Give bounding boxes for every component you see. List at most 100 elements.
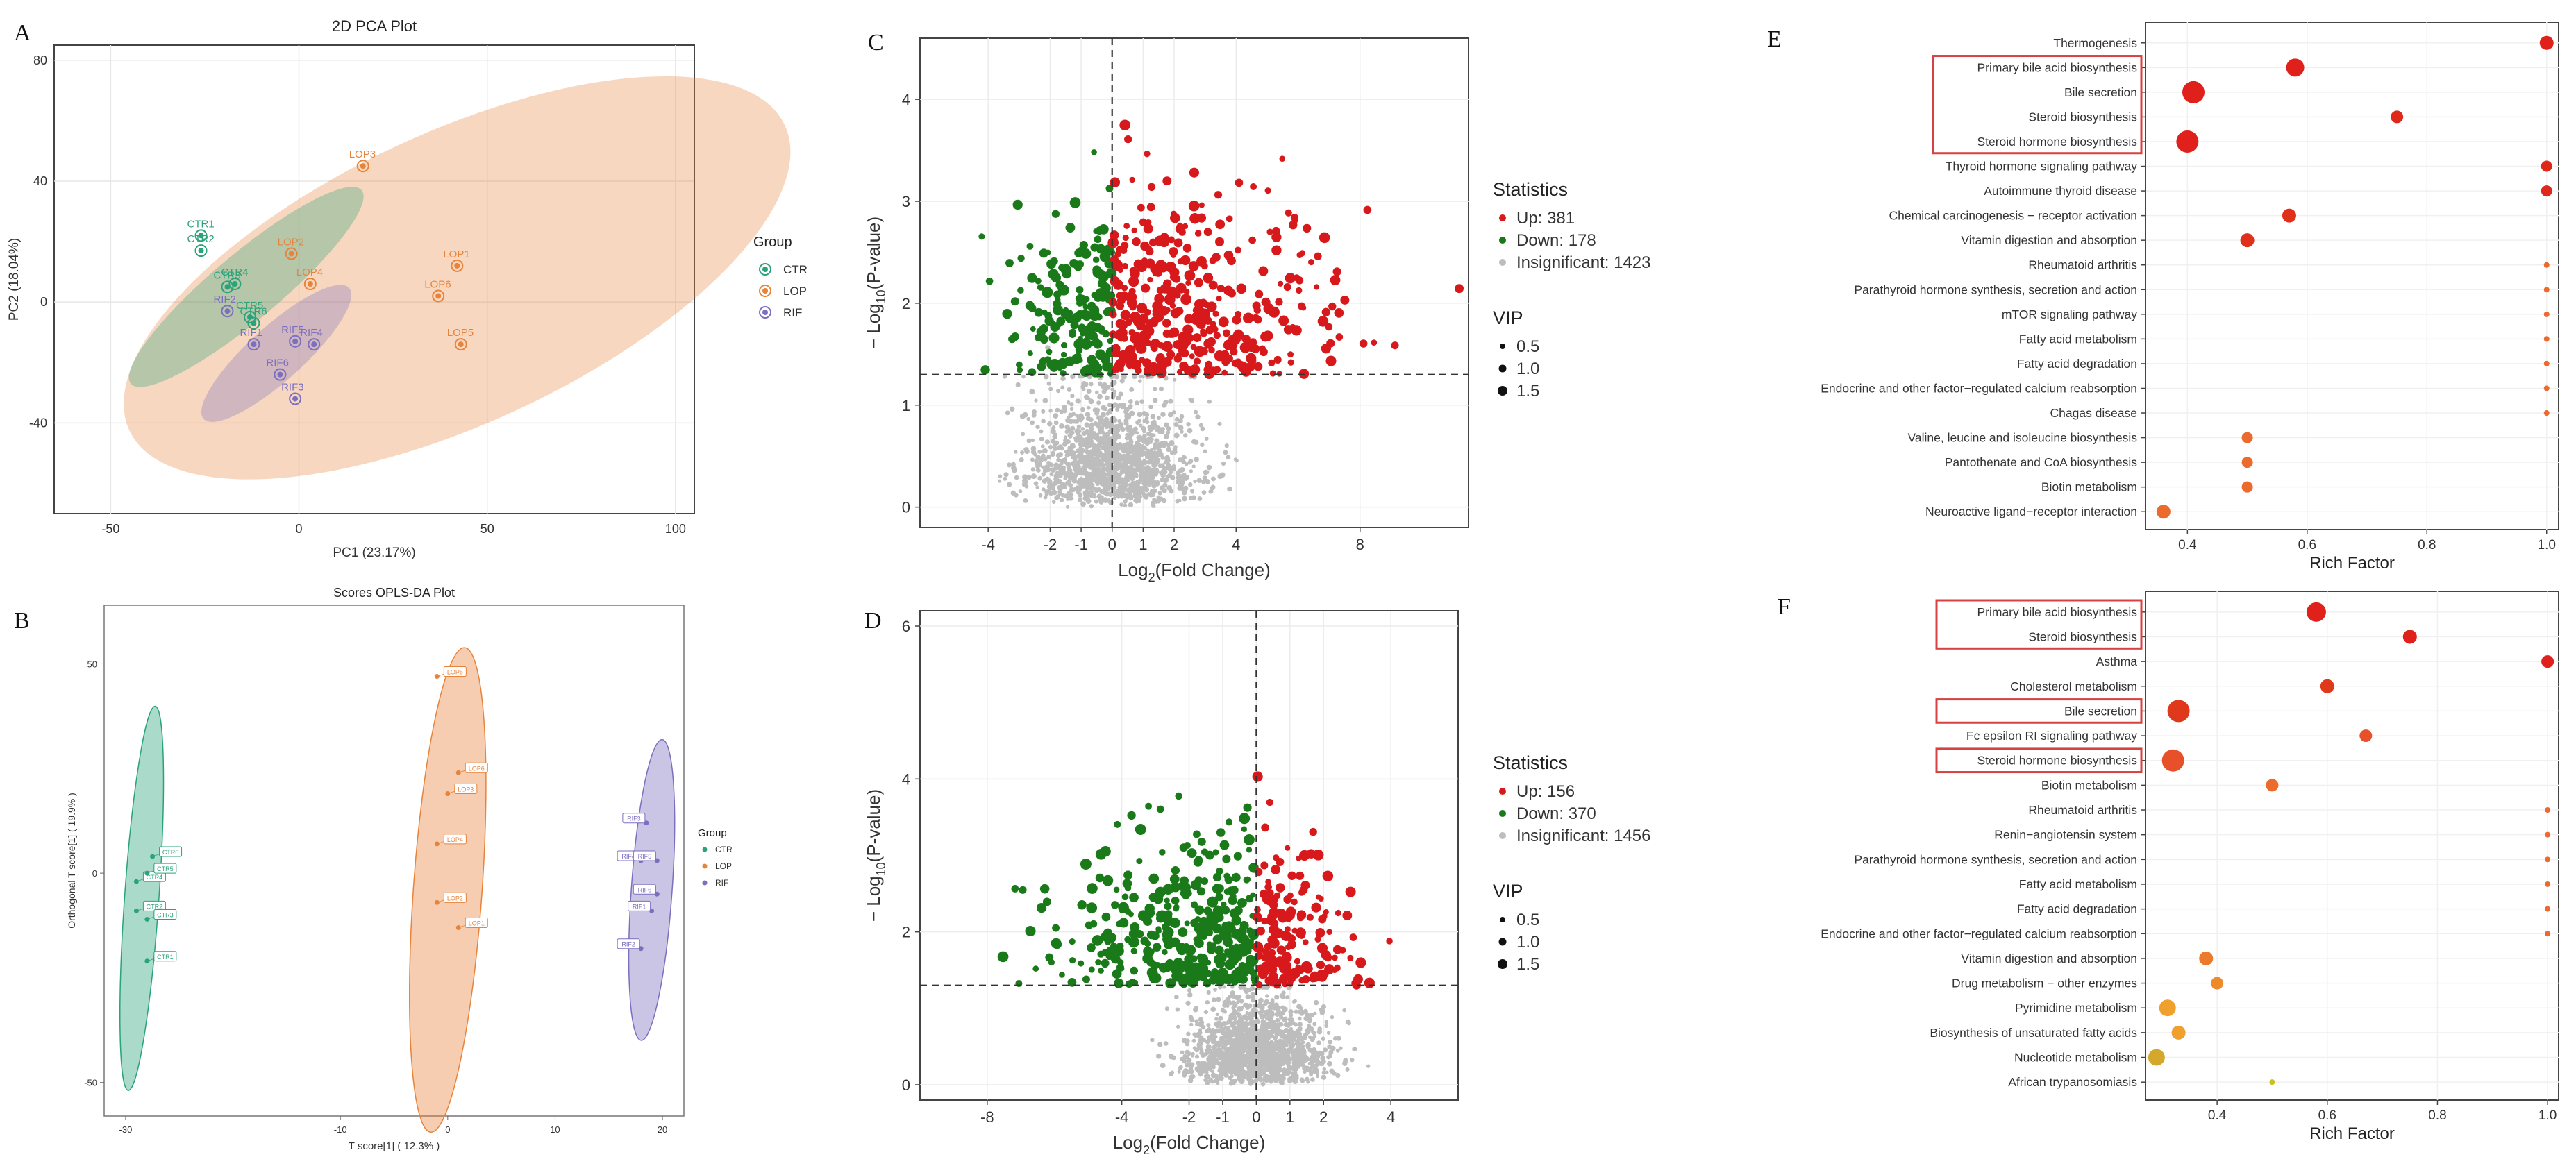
pathway-bubble [2543, 360, 2550, 366]
volcano-point [1150, 263, 1160, 274]
volcano-point [1058, 468, 1064, 473]
volcano-point [1250, 1035, 1255, 1040]
volcano-point [1203, 339, 1214, 349]
volcano-point [1173, 432, 1180, 439]
volcano-point [1296, 855, 1302, 861]
pathway-label: Valine, leucine and isoleucine biosynthe… [1908, 431, 2138, 445]
volcano-point [1035, 455, 1041, 460]
volcano-point [1304, 1031, 1309, 1036]
volcano-point [1316, 1040, 1321, 1045]
volcano-point [1322, 1067, 1327, 1072]
volcano-point [1069, 496, 1074, 501]
pca-point-core [232, 281, 238, 287]
volcano-point [1131, 979, 1139, 986]
volcano-point [1184, 920, 1190, 927]
volcano-point [1155, 470, 1160, 474]
pca-point [289, 392, 302, 405]
volcano-point [1041, 472, 1046, 477]
volcano-point [1141, 257, 1148, 265]
volcano-point [1273, 1039, 1279, 1045]
volcano-point [1042, 287, 1053, 298]
volcano-point [1103, 498, 1108, 503]
volcano-point [1069, 259, 1078, 268]
volcano-point [1232, 949, 1240, 958]
label-box [633, 884, 656, 895]
volcano-point [1159, 441, 1164, 446]
volcano-point [1327, 1044, 1332, 1049]
vip-legend-title: VIP [1493, 881, 1523, 902]
volcano-point [1102, 874, 1114, 886]
pathway-label: Renin−angiotensin system [1994, 828, 2137, 842]
volcano-point [1087, 301, 1096, 310]
volcano-point [1239, 1046, 1244, 1051]
volcano-point [1039, 335, 1048, 344]
volcano-point [1150, 421, 1155, 425]
volcano-point [1350, 1058, 1355, 1063]
volcano-point [1241, 1024, 1246, 1029]
volcano-point [1120, 426, 1126, 432]
volcano-point [1112, 496, 1116, 500]
pathway-label: Pyrimidine metabolism [2015, 1001, 2137, 1015]
volcano-point [1269, 1047, 1274, 1052]
vip-legend-title: VIP [1493, 307, 1523, 328]
volcano-point [1294, 1022, 1298, 1027]
volcano-point [1031, 412, 1037, 418]
volcano-point [1089, 487, 1094, 491]
volcano-point [1201, 877, 1209, 885]
volcano-point [1173, 238, 1183, 248]
vip-size-marker [1498, 938, 1507, 946]
volcano-point [1011, 884, 1019, 893]
volcano-point [1128, 399, 1133, 404]
volcano-point [1162, 949, 1168, 955]
volcano-point [1128, 911, 1134, 918]
volcano-point [1148, 457, 1153, 462]
pca-point-core [198, 248, 204, 254]
volcano-point [1240, 1054, 1245, 1059]
volcano-point [1264, 954, 1275, 965]
volcano-point [1194, 916, 1201, 923]
volcano-point [1194, 876, 1203, 884]
volcano-point [1172, 449, 1178, 455]
volcano-point [1060, 351, 1067, 358]
volcano-point [1096, 493, 1102, 499]
volcano-point [1164, 1006, 1169, 1011]
volcano-point [1291, 898, 1298, 906]
volcano-point [1135, 321, 1146, 331]
volcano-point [1194, 1022, 1199, 1026]
pathway-bubble [2541, 160, 2552, 172]
volcano-point [1289, 1013, 1294, 1017]
volcano-point [1216, 295, 1222, 302]
volcano-point [1042, 448, 1048, 454]
volcano-point [1271, 1034, 1275, 1038]
point-label: LOP4 [447, 836, 463, 843]
volcano-point [1296, 287, 1303, 294]
volcano-point [1273, 1056, 1277, 1061]
volcano-point [1091, 292, 1098, 298]
pathway-bubble [2199, 951, 2214, 965]
point-label: RIF2 [213, 294, 236, 305]
volcano-point [1194, 409, 1198, 414]
volcano-point [1105, 452, 1111, 458]
volcano-point [1137, 490, 1143, 496]
volcano-point [1135, 496, 1140, 501]
volcano-point [1065, 439, 1071, 445]
vip-size-label: 0.5 [1516, 337, 1539, 356]
volcano-point [1115, 457, 1121, 464]
volcano-point [1153, 463, 1157, 468]
volcano-point [1216, 867, 1223, 875]
volcano-point [1107, 409, 1112, 415]
volcano-point [1136, 303, 1148, 314]
volcano-point [1075, 460, 1080, 465]
volcano-point [1314, 1063, 1319, 1067]
volcano-point [1080, 427, 1085, 431]
pathway-label: Drug metabolism − other enzymes [1952, 977, 2137, 990]
volcano-point [1289, 1029, 1294, 1034]
volcano-point [1088, 439, 1094, 444]
point-label: LOP5 [447, 669, 463, 676]
label-box [617, 938, 640, 949]
volcano-point [1239, 341, 1251, 353]
x-tick-label: 20 [658, 1124, 667, 1135]
volcano-point [1246, 847, 1253, 853]
volcano-point [1131, 445, 1137, 450]
volcano-point [1054, 321, 1062, 329]
